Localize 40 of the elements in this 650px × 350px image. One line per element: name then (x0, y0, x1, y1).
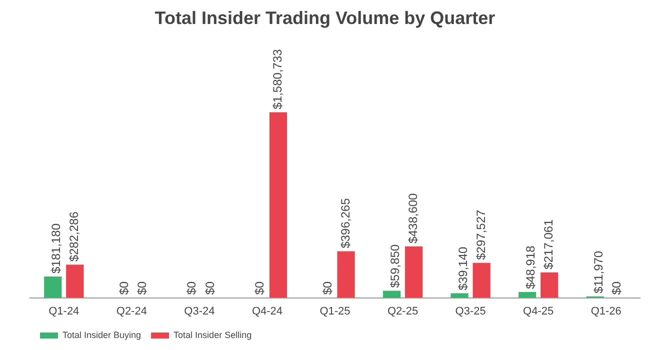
data-label: $0 (252, 281, 267, 295)
bar (450, 293, 468, 298)
x-tick-label: Q4-24 (252, 305, 283, 318)
chart-title: Total Insider Trading Volume by Quarter (154, 8, 496, 29)
legend-label: Total Insider Selling (174, 330, 252, 340)
data-label: $438,600 (406, 192, 420, 244)
data-label: $11,970 (591, 250, 606, 294)
x-tick-label: Q2-24 (116, 305, 147, 318)
data-label: $1,580,733 (270, 48, 285, 110)
bar (518, 292, 536, 298)
data-label: $0 (116, 281, 131, 295)
data-label: $39,140 (456, 246, 470, 290)
bar (404, 246, 423, 298)
data-label: $0 (609, 281, 624, 295)
data-label: $0 (320, 281, 334, 295)
data-label: $181,180 (49, 223, 64, 274)
x-tick-label: Q2-25 (387, 305, 418, 318)
bar (540, 272, 558, 298)
data-label: $282,286 (67, 211, 82, 262)
legend-label: Total Insider Buying (62, 330, 142, 340)
data-label: $396,265 (338, 198, 352, 248)
bar (66, 264, 84, 298)
x-tick-label: Q4-25 (523, 305, 554, 318)
data-label: $48,918 (524, 245, 538, 290)
bar (269, 112, 288, 298)
x-tick-label: Q1-25 (320, 305, 350, 318)
bar (44, 276, 62, 298)
data-label: $0 (134, 281, 149, 295)
x-tick-label: Q3-24 (184, 305, 215, 318)
data-label: $297,527 (474, 210, 488, 260)
x-tick-label: Q1-24 (48, 305, 80, 318)
data-label: $217,061 (542, 218, 556, 270)
data-label: $59,850 (388, 244, 402, 288)
bar (337, 251, 355, 298)
x-tick-label: Q1-26 (590, 305, 622, 318)
bar (472, 262, 490, 298)
data-label: $0 (202, 281, 217, 295)
x-tick-label: Q3-25 (455, 305, 486, 318)
data-label: $0 (184, 281, 199, 295)
bar (382, 290, 401, 298)
